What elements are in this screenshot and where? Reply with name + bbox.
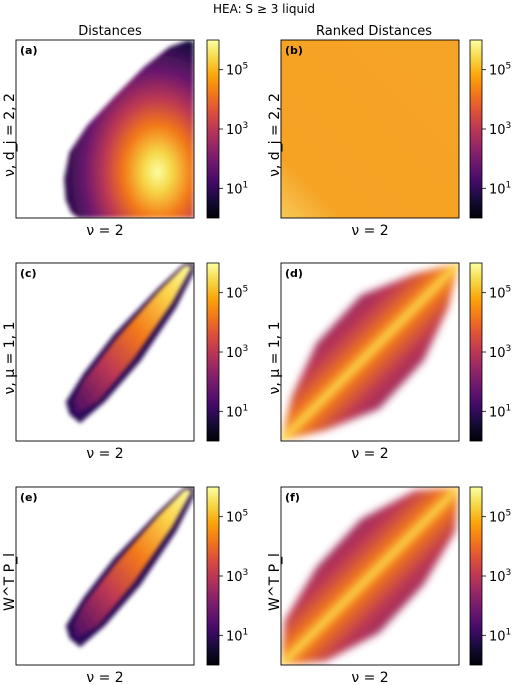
column-title-ranked-distances: Ranked Distances [316,24,432,39]
heatmap-density [73,488,193,639]
colorbar-tick-label: 105 [489,62,511,79]
colorbar-tick-label: 101 [226,180,248,197]
colorbar-gradient [469,486,483,666]
colorbar-tick-label: 101 [489,627,511,644]
panel-label: (a) [20,44,37,57]
colorbar-tick-label: 105 [489,509,511,526]
colorbar-gradient [469,39,483,219]
panel-label: (b) [285,44,303,57]
colorbar-tick-label: 101 [226,627,248,644]
panel-label: (e) [20,491,38,504]
heatmap-density [281,40,459,218]
column-title-distances: Distances [78,24,142,39]
x-axis-label: ν = 2 [86,446,123,462]
plot-frame [280,39,460,219]
colorbar-tick-label: 103 [489,344,511,361]
colorbar-tick-label: 103 [226,344,248,361]
colorbar: 101 103 105 [469,39,511,219]
colorbar-gradient [206,262,220,442]
y-axis-label: W^T P_l [267,553,283,611]
panels: (a) ν = 2 ν, d_j = 2, 2 101 103 105 (b) ν = 2 ν,… [2,39,511,685]
y-axis-label: ν, μ = 1, 1 [267,322,283,395]
colorbar-gradient [206,39,220,219]
colorbar: 101 103 105 [206,39,248,219]
y-axis-label: W^T P_l [2,553,18,611]
colorbar-gradient [206,486,220,666]
colorbar-tick-label: 103 [489,121,511,138]
colorbar-tick-label: 101 [226,403,248,420]
panel-e: (e) ν = 2 W^T P_l 101 103 105 [2,486,248,685]
colorbar-tick-label: 105 [489,285,511,302]
panel-label: (d) [285,267,303,280]
plot-frame [280,486,460,666]
colorbar-tick-label: 103 [226,121,248,138]
colorbar-tick-label: 105 [226,509,248,526]
plot-frame [15,262,195,442]
colorbar-tick-label: 101 [489,403,511,420]
colorbar: 101 103 105 [469,486,511,666]
panel-label: (f) [285,491,300,504]
plot-frame [15,486,195,666]
heatmap-density [73,264,193,415]
y-axis-label: ν, d_j = 2, 2 [2,93,18,177]
panel-f: (f) ν = 2 W^T P_l 101 103 105 [267,486,511,685]
colorbar-tick-label: 103 [489,568,511,585]
x-axis-label: ν = 2 [351,446,388,462]
colorbar-tick-label: 105 [226,285,248,302]
x-axis-label: ν = 2 [86,670,123,685]
colorbar-tick-label: 101 [489,180,511,197]
colorbar-gradient [469,262,483,442]
heatmap-density [64,40,194,218]
x-axis-label: ν = 2 [351,223,388,239]
plot-frame [280,262,460,442]
panel-c: (c) ν = 2 ν, μ = 1, 1 101 103 105 [2,262,248,462]
figure-title: HEA: S ≥ 3 liquid [213,2,315,16]
panel-a: (a) ν = 2 ν, d_j = 2, 2 101 103 105 [2,39,248,239]
heatmap-diagonal [281,487,459,665]
plot-frame [15,39,195,219]
x-axis-label: ν = 2 [86,223,123,239]
colorbar-tick-label: 105 [226,62,248,79]
heatmap-diagonal [281,263,459,441]
panel-d: (d) ν = 2 ν, μ = 1, 1 101 103 105 [267,262,511,462]
panel-b: (b) ν = 2 ν, d_j = 2, 2 101 103 105 [267,39,511,239]
colorbar: 101 103 105 [206,262,248,442]
colorbar-tick-label: 103 [226,568,248,585]
y-axis-label: ν, μ = 1, 1 [2,322,18,395]
colorbar: 101 103 105 [206,486,248,666]
colorbar: 101 103 105 [469,262,511,442]
y-axis-label: ν, d_j = 2, 2 [267,93,283,177]
panel-label: (c) [20,267,37,280]
x-axis-label: ν = 2 [351,670,388,685]
